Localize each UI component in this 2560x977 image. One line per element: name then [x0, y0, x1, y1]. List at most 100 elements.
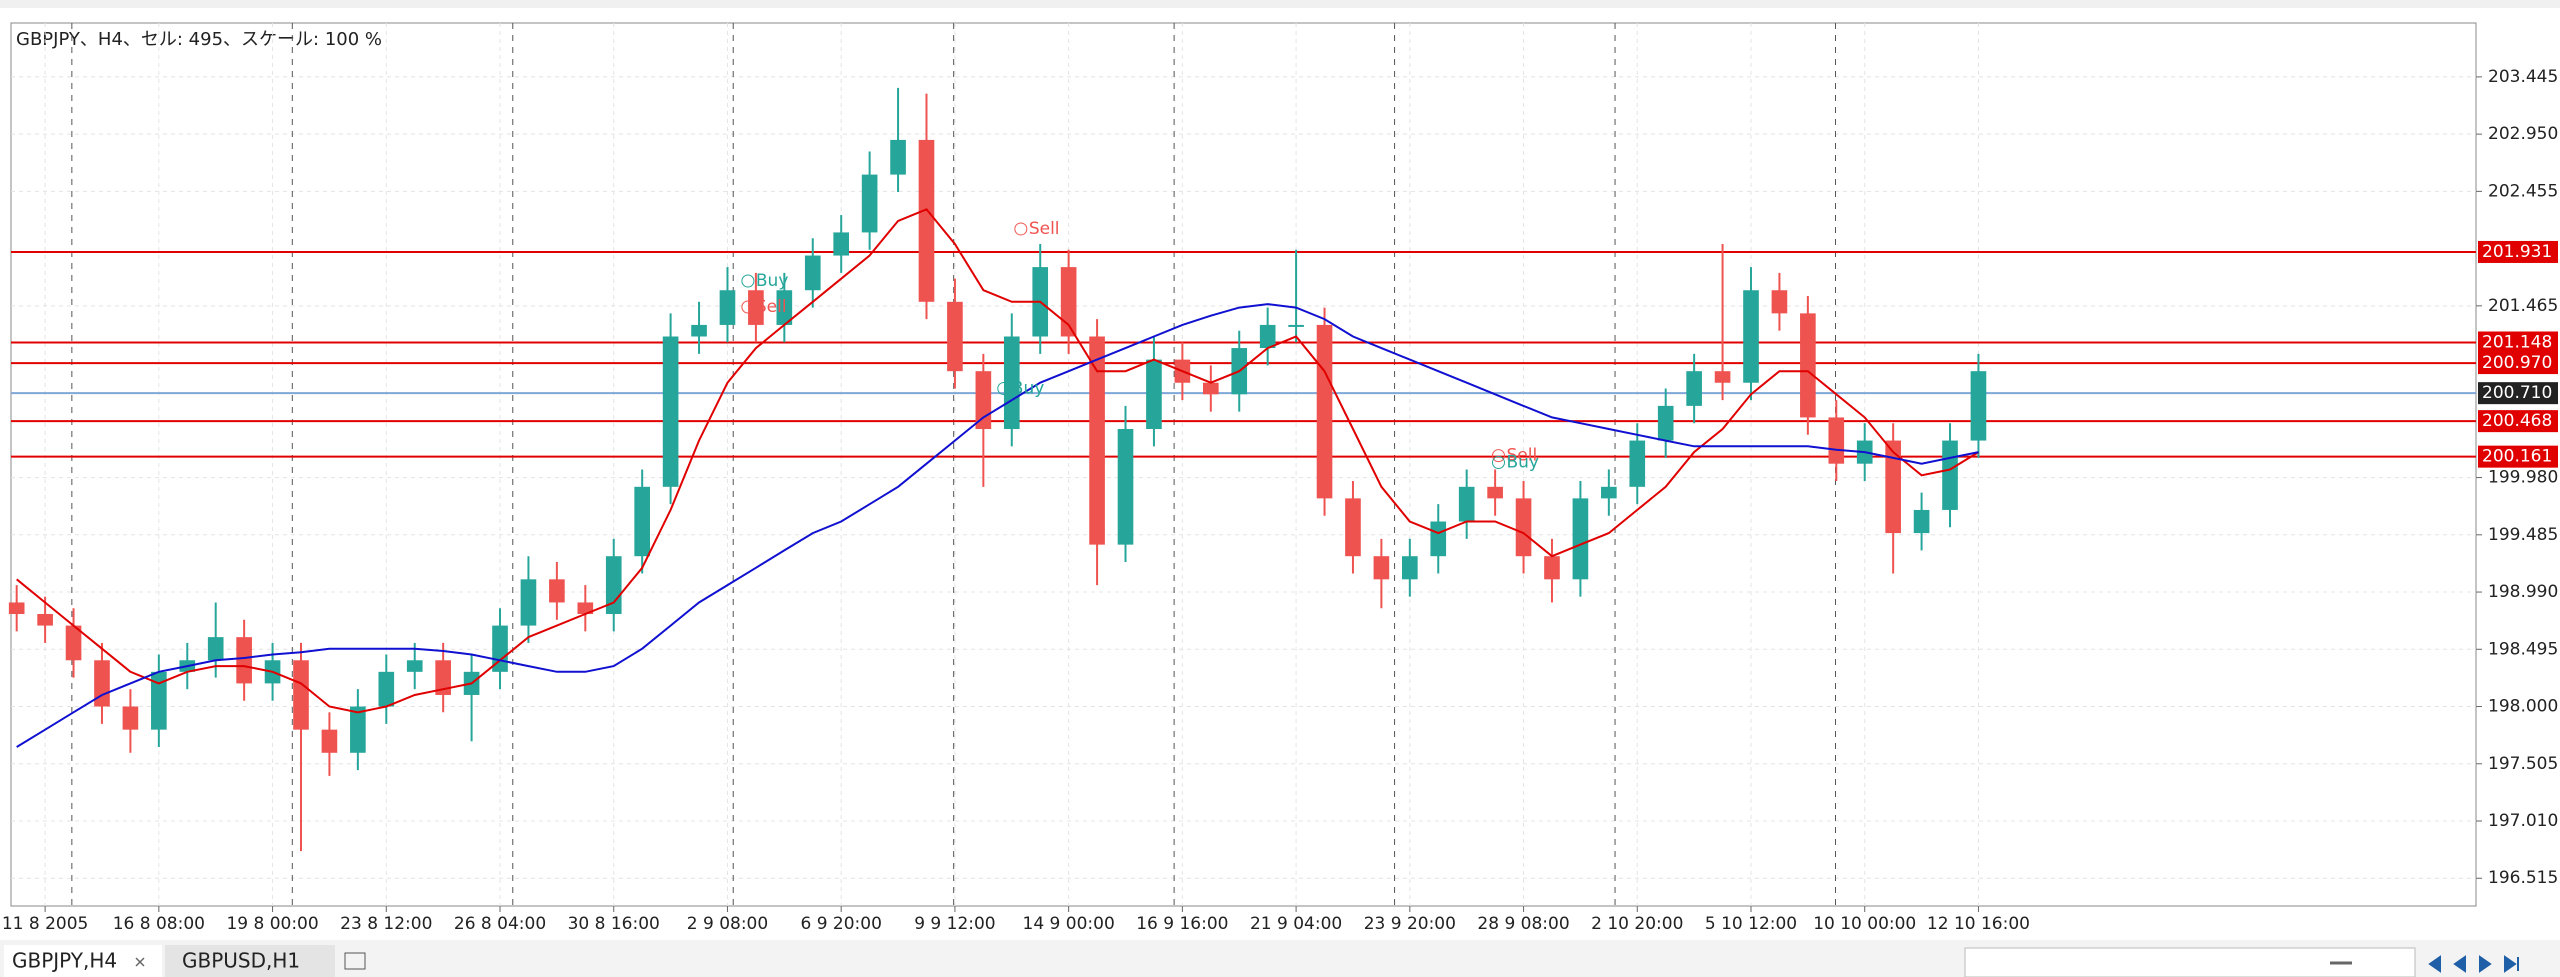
- y-tick-label: 203.445: [2488, 67, 2558, 87]
- trade-label: Buy: [1506, 453, 1539, 473]
- candle-body: [1885, 440, 1901, 534]
- candle-body: [1259, 324, 1276, 349]
- candle-body: [378, 671, 395, 707]
- candle-body: [65, 625, 82, 661]
- price-level-box: [2478, 410, 2558, 433]
- price-level-box: [2478, 240, 2558, 263]
- tab[interactable]: GBPJPY,H4: [4, 945, 162, 977]
- price-level-label: 200.468: [2482, 411, 2552, 431]
- x-tick-label: 23 9 20:00: [1364, 914, 1456, 934]
- candle-body: [605, 556, 622, 615]
- x-tick-label: 12 10 16:00: [1927, 914, 2030, 934]
- candle-body: [662, 336, 679, 487]
- tab-background: [4, 945, 162, 977]
- candle-body: [1060, 267, 1077, 337]
- candle-body: [1345, 498, 1361, 557]
- candle-body: [861, 174, 878, 233]
- x-tick-label: 30 8 16:00: [568, 914, 660, 934]
- trade-marker: [741, 300, 755, 314]
- candle-body: [1828, 417, 1845, 464]
- new-window-icon[interactable]: [344, 952, 366, 970]
- candle-body: [1003, 336, 1020, 429]
- candle-body: [719, 290, 736, 325]
- price-level-label: 200.710: [2482, 383, 2552, 403]
- y-tick-label: 198.000: [2488, 697, 2558, 717]
- y-tick-label: 196.515: [2488, 868, 2558, 888]
- candle-body: [918, 139, 935, 302]
- candle-body: [1202, 382, 1219, 395]
- x-tick-label: 5 10 12:00: [1705, 914, 1797, 934]
- candle-body: [577, 602, 594, 615]
- x-tick-label: 21 9 04:00: [1250, 914, 1342, 934]
- plot-area: [10, 22, 2477, 907]
- candle-body: [1771, 290, 1788, 314]
- candle-body: [1572, 498, 1589, 580]
- candle-body: [1913, 509, 1930, 534]
- tab-label[interactable]: GBPUSD,H1: [182, 949, 300, 973]
- y-tick-label: 197.010: [2488, 811, 2558, 831]
- candle-body: [122, 706, 139, 730]
- candle-body: [1487, 486, 1503, 499]
- candle-body: [321, 729, 338, 753]
- candle-body: [37, 614, 53, 626]
- candle-body: [1800, 313, 1816, 418]
- tab-label[interactable]: GBPJPY,H4: [12, 949, 117, 973]
- candle-body: [94, 660, 110, 707]
- price-level-box: [2478, 331, 2558, 354]
- trade-marker: [741, 274, 755, 288]
- candle-body: [207, 637, 224, 661]
- candle-body: [890, 139, 906, 175]
- toolbar-strip: [0, 0, 2560, 8]
- x-tick-label: 9 9 12:00: [914, 914, 995, 934]
- candle-body: [1970, 371, 1987, 441]
- candle-body: [1430, 521, 1447, 557]
- candle-body: [804, 255, 821, 291]
- y-tick-label: 198.495: [2488, 639, 2558, 659]
- trade-marker: [1491, 449, 1505, 463]
- x-tick-label: 28 9 08:00: [1477, 914, 1569, 934]
- tab[interactable]: GBPUSD,H1: [165, 945, 335, 977]
- candle-body: [634, 486, 650, 557]
- candle-body: [1373, 556, 1390, 580]
- trade-label: Sell: [756, 297, 787, 317]
- candle-body: [1743, 290, 1759, 383]
- candle-body: [435, 660, 451, 695]
- navigation-icons[interactable]: [2428, 955, 2519, 973]
- candle-body: [1515, 498, 1532, 557]
- x-tick-label: 2 9 08:00: [687, 914, 768, 934]
- trade-label: Sell: [1506, 446, 1537, 466]
- y-tick-label: 199.980: [2488, 468, 2558, 488]
- candle-body: [1686, 371, 1702, 406]
- x-tick-label: 19 8 00:00: [226, 914, 318, 934]
- candle-body: [1601, 486, 1617, 499]
- x-tick-label: 6 9 20:00: [800, 914, 881, 934]
- y-tick-label: 202.950: [2488, 124, 2558, 144]
- candle-body: [1089, 336, 1105, 545]
- price-level-box: [2478, 382, 2558, 405]
- candle-body: [406, 660, 423, 672]
- trade-marker: [1491, 456, 1505, 470]
- moving-average: [16, 208, 1980, 714]
- trade-marker: [1014, 222, 1028, 236]
- candle-body: [975, 371, 992, 429]
- x-tick-label: 26 8 04:00: [454, 914, 546, 934]
- candle-body: [1657, 405, 1674, 441]
- candle-body: [1544, 556, 1560, 580]
- candle-body: [1402, 556, 1418, 580]
- candle-body: [1117, 428, 1134, 545]
- candle-body: [1942, 440, 1958, 510]
- candle-body: [833, 232, 850, 256]
- y-tick-label: 198.990: [2488, 582, 2558, 602]
- candle-body: [350, 706, 366, 753]
- moving-average: [16, 303, 1979, 748]
- candle-body: [1714, 371, 1731, 383]
- chart-title: GBPJPY、H4、セル: 495、スケール: 100 %: [16, 29, 382, 50]
- price-level-label: 200.161: [2482, 447, 2552, 467]
- tab-background: [165, 945, 335, 977]
- candle-body: [1288, 324, 1304, 327]
- y-tick-label: 202.455: [2488, 181, 2558, 201]
- tab-close-icon[interactable]: [135, 957, 145, 967]
- x-tick-label: 16 8 08:00: [113, 914, 205, 934]
- candle-body: [691, 324, 707, 337]
